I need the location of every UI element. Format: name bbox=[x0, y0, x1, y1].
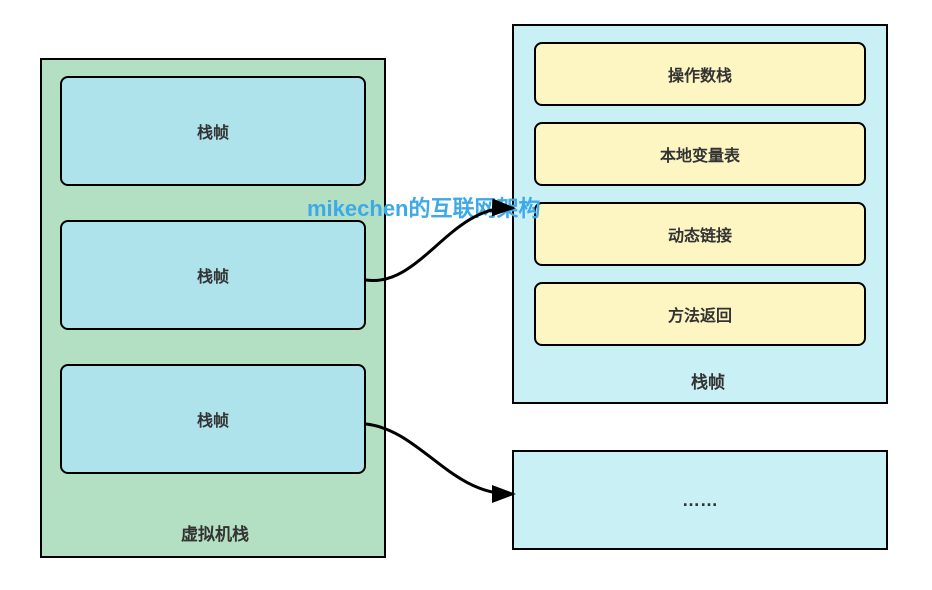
arrow-icon bbox=[0, 0, 932, 590]
